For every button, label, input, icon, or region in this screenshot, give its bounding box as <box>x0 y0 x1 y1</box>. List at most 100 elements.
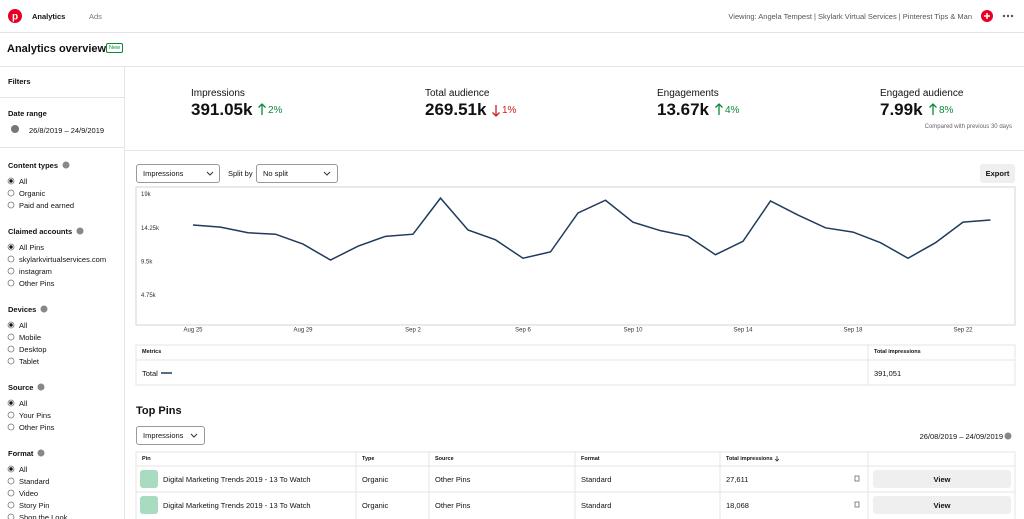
line <box>192 196 991 261</box>
filter-option[interactable]: All <box>19 177 28 186</box>
x-tick-label: Aug 25 <box>183 328 203 334</box>
export-button[interactable]: Export <box>980 164 1015 183</box>
filter-option[interactable]: All <box>19 321 28 330</box>
caret <box>323 171 331 176</box>
kpi-label: Engagements <box>657 88 719 99</box>
filter-option[interactable]: Mobile <box>19 333 42 342</box>
table-cell: 27,611 <box>726 475 749 484</box>
filter-option[interactable]: All <box>19 399 28 408</box>
help-icon <box>40 305 48 313</box>
table-header: Total impressions <box>726 456 773 462</box>
filter-option[interactable]: Paid and earned <box>19 201 75 210</box>
section-title: Top Pins <box>136 405 182 417</box>
icons[interactable] <box>980 9 1020 23</box>
filter-title: Content types <box>8 161 59 170</box>
x-tick-label: Sep 2 <box>405 328 421 334</box>
table-cell: Other Pins <box>435 501 471 510</box>
kpi-value: 7.99k <box>880 100 923 119</box>
view-button[interactable]: View <box>873 470 1011 488</box>
caret <box>206 171 214 176</box>
table-cell: Organic <box>362 475 389 484</box>
filter-option[interactable]: Your Pins <box>19 411 51 420</box>
filter-option[interactable]: All <box>19 465 28 474</box>
filter-option[interactable]: Organic <box>19 189 46 198</box>
table-cell: 18,068 <box>726 501 749 510</box>
kpi-change: 4% <box>725 105 740 116</box>
viewing[interactable]: Viewing: Angela Tempest | Skylark Virtua… <box>728 12 972 21</box>
radio <box>7 489 15 497</box>
help-icon <box>62 161 70 169</box>
y-tick-label: 14.25k <box>141 226 160 232</box>
table-cell: Digital Marketing Trends 2019 - 13 To Wa… <box>163 501 311 510</box>
help-icon <box>37 449 45 457</box>
logo[interactable]: p <box>7 8 23 24</box>
radio <box>7 333 15 341</box>
divider <box>124 150 1024 151</box>
help-icon <box>1004 432 1012 440</box>
y-tick-label: 9.5k <box>141 259 153 265</box>
filter-option[interactable]: Video <box>19 489 39 498</box>
sort-arrow <box>774 456 780 462</box>
radio <box>7 477 15 485</box>
pins-metric-dropdown[interactable]: Impressions <box>136 426 205 445</box>
pin-thumbnail <box>140 496 158 514</box>
kpi-label: Impressions <box>191 88 245 99</box>
split-dropdown[interactable]: No split <box>256 164 338 183</box>
radio <box>7 357 15 365</box>
x-tick-label: Sep 6 <box>515 328 531 334</box>
nav-item[interactable]: Analytics <box>32 12 66 21</box>
pins-date: 26/08/2019 – 24/09/2019 <box>919 432 1003 441</box>
radio <box>7 279 15 287</box>
kpi-change: 2% <box>268 105 283 116</box>
date-range[interactable]: 26/8/2019 – 24/9/2019 <box>29 126 105 135</box>
kpi-value: 391.05k <box>191 100 253 119</box>
nav-item[interactable]: Ads <box>89 12 102 21</box>
metric-dropdown[interactable]: Impressions <box>136 164 220 183</box>
pin-thumbnail <box>140 470 158 488</box>
copy-icon <box>854 475 860 482</box>
filters-title: Filters <box>8 77 31 86</box>
help-icon <box>37 383 45 391</box>
kpi-label: Engaged audience <box>880 88 964 99</box>
trend-arrow <box>258 103 266 115</box>
trend-arrow <box>929 103 937 115</box>
trend-arrow <box>492 105 500 117</box>
metrics-table <box>135 344 1016 386</box>
filter-option[interactable]: Tablet <box>19 357 40 366</box>
filter-option[interactable]: skylarkvirtualservices.com <box>19 255 107 264</box>
filter-option[interactable]: All Pins <box>19 243 45 252</box>
filter-option[interactable]: Standard <box>19 477 50 486</box>
radio-dot <box>9 179 13 183</box>
split-label: Split by <box>228 169 253 178</box>
filter-option[interactable]: Other Pins <box>19 279 55 288</box>
y-tick-label: 19k <box>141 192 152 198</box>
x-tick-label: Sep 18 <box>843 328 863 334</box>
help-icon <box>76 227 84 235</box>
radio-dot <box>9 467 13 471</box>
x-tick-label: Sep 10 <box>623 328 643 334</box>
x-tick-label: Sep 22 <box>953 328 973 334</box>
kpi-change: 8% <box>939 105 954 116</box>
filter-option[interactable]: Story Pin <box>19 501 50 510</box>
divider <box>0 147 124 148</box>
table-cell: Other Pins <box>435 475 471 484</box>
plot-frame <box>135 186 1016 326</box>
filter-option[interactable]: instagram <box>19 267 52 276</box>
calendar-icon <box>11 125 19 133</box>
table-header: Type <box>362 456 375 462</box>
filter-option[interactable]: Other Pins <box>19 423 55 432</box>
filter-title: Devices <box>8 305 37 314</box>
svg-text:p: p <box>12 12 18 23</box>
x-tick-label: Sep 14 <box>733 328 753 334</box>
divider <box>0 97 124 98</box>
filter-option[interactable]: Desktop <box>19 345 47 354</box>
radio <box>7 411 15 419</box>
table-header: Source <box>435 456 454 462</box>
copy-icon <box>854 501 860 508</box>
kpi-value: 269.51k <box>425 100 487 119</box>
view-button[interactable]: View <box>873 496 1011 514</box>
metric-name: Total <box>142 369 158 378</box>
filter-option[interactable]: Shop the Look <box>19 513 68 519</box>
